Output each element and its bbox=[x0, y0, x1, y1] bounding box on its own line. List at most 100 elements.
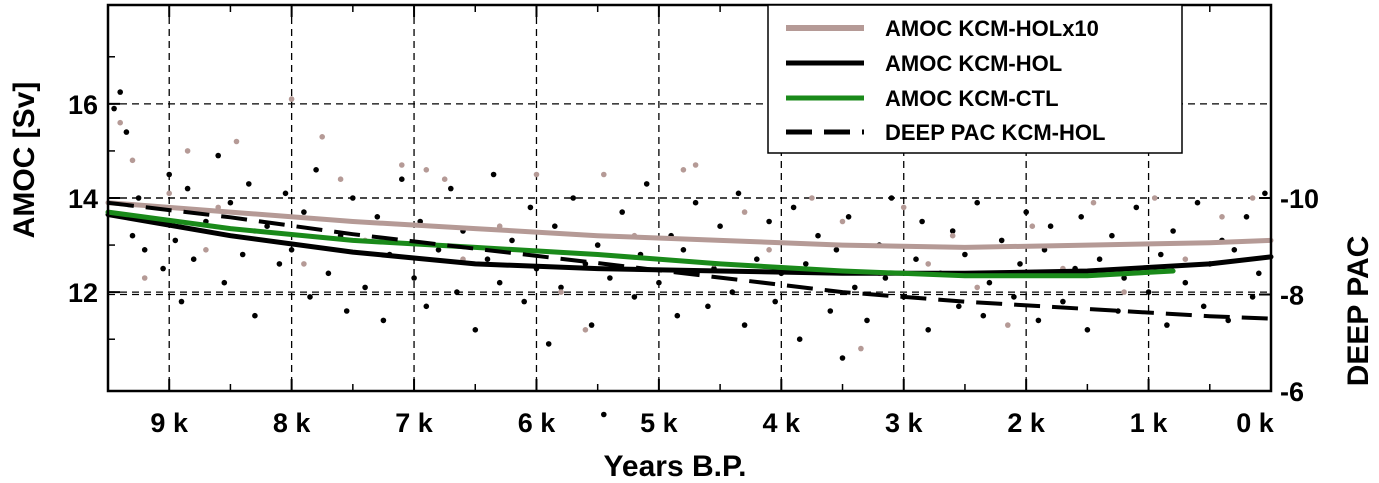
scatter-point bbox=[986, 279, 993, 286]
scatter-point bbox=[656, 279, 662, 286]
scatter-point bbox=[435, 247, 442, 253]
scatter-point bbox=[1262, 190, 1268, 197]
scatter-point bbox=[399, 176, 405, 182]
scatter-point bbox=[117, 89, 123, 95]
tick-labels: 9 k 8 k 7 k 6 k 5 k 4 k 3 k 2 k 1 k 0 k 12 14 16 -6 -8… bbox=[68, 90, 1319, 438]
scatter-point bbox=[1029, 223, 1036, 229]
scatter-point bbox=[233, 138, 240, 145]
scatter-point bbox=[1151, 195, 1158, 201]
scatter-point bbox=[490, 171, 497, 178]
scatter-point bbox=[1145, 289, 1152, 295]
scatter-point bbox=[454, 289, 460, 295]
scatter-point bbox=[925, 327, 931, 333]
scatter-point bbox=[1249, 294, 1256, 300]
x-tick-label: 8 k bbox=[273, 408, 312, 438]
scatter-point bbox=[246, 181, 252, 187]
scatter-point bbox=[790, 204, 797, 211]
scatter-point bbox=[729, 289, 736, 295]
x-tick-label: 7 k bbox=[395, 408, 434, 438]
scatter-point bbox=[882, 275, 889, 281]
scatter-point bbox=[1023, 209, 1029, 215]
scatter-point bbox=[1170, 228, 1176, 234]
scatter-point bbox=[1249, 195, 1256, 201]
scatter-point bbox=[680, 167, 687, 173]
x-tick-label: 9 k bbox=[150, 408, 189, 438]
scatter-point bbox=[705, 303, 711, 310]
scatter-point bbox=[509, 237, 515, 244]
scatter-point bbox=[962, 251, 968, 258]
scatter-point bbox=[301, 261, 307, 267]
scatter-point bbox=[839, 355, 846, 361]
x-tick-label: 6 k bbox=[518, 408, 557, 438]
scatter-point bbox=[337, 176, 344, 182]
x-tick-label: 5 k bbox=[640, 408, 679, 438]
scatter-point bbox=[172, 237, 179, 244]
scatter-point bbox=[307, 294, 313, 300]
scatter-point bbox=[362, 284, 368, 291]
scatter-point bbox=[833, 247, 840, 253]
scatter-point bbox=[864, 317, 870, 324]
scatter-point bbox=[1005, 322, 1011, 328]
legend-label-amoc-kcm-ctl: AMOC KCM-CTL bbox=[885, 86, 1059, 111]
scatter-point bbox=[680, 247, 687, 253]
scatter-point bbox=[741, 209, 748, 215]
scatter-point bbox=[558, 289, 564, 295]
y-axis-left-title: AMOC [Sv] bbox=[8, 82, 41, 239]
scatter-point bbox=[845, 214, 852, 220]
scatter-point bbox=[1084, 327, 1091, 333]
scatter-point bbox=[343, 308, 350, 314]
scatter-point bbox=[313, 167, 319, 173]
series-line-amoc-kcm-ctl bbox=[105, 209, 1176, 279]
series-line-amoc-kcm-hol bbox=[105, 212, 1274, 276]
scatter-point bbox=[411, 275, 417, 281]
scatter-point bbox=[117, 119, 123, 126]
scatter-point bbox=[472, 327, 479, 333]
scatter-point bbox=[227, 199, 234, 206]
scatter-point bbox=[166, 190, 172, 197]
scatter-point bbox=[545, 341, 552, 347]
scatter-point bbox=[900, 204, 907, 211]
scatter-point bbox=[607, 275, 613, 281]
scatter-point bbox=[319, 134, 326, 140]
scatter-point bbox=[619, 209, 625, 215]
scatter-point bbox=[399, 162, 405, 168]
series-line-amoc-kcm-holx10 bbox=[105, 200, 1274, 250]
scatter-point bbox=[423, 167, 430, 173]
scatter-point bbox=[1164, 322, 1170, 328]
scatter-point bbox=[160, 265, 166, 272]
scatter-point bbox=[1109, 232, 1115, 239]
scatter-point bbox=[215, 152, 221, 159]
x-tick-label: 0 k bbox=[1236, 408, 1275, 438]
legend-label-amoc-kcm-hol: AMOC KCM-HOL bbox=[885, 51, 1062, 76]
scatter-point bbox=[141, 247, 148, 253]
scatter-point bbox=[496, 279, 503, 286]
scatter-point bbox=[1182, 256, 1189, 263]
scatter-point bbox=[643, 181, 650, 187]
scatter-point bbox=[558, 284, 564, 291]
scatter-point bbox=[1182, 279, 1189, 286]
scatter-point bbox=[178, 298, 185, 305]
scatter-point bbox=[766, 247, 772, 253]
scatter-point bbox=[552, 223, 558, 229]
x-tick-label: 1 k bbox=[1130, 408, 1169, 438]
scatter-point bbox=[772, 298, 778, 305]
scatter-point bbox=[949, 232, 956, 239]
scatter-point bbox=[858, 345, 864, 352]
scatter-point bbox=[325, 270, 332, 277]
scatter-point bbox=[448, 185, 454, 192]
scatter-point bbox=[949, 228, 956, 234]
scatter-point bbox=[123, 129, 130, 135]
scatter-point bbox=[674, 312, 681, 319]
scatter-point bbox=[190, 256, 197, 263]
scatter-point bbox=[221, 279, 228, 286]
line-layer bbox=[105, 200, 1274, 321]
scatter-point bbox=[717, 223, 723, 229]
scatter-point bbox=[252, 312, 258, 319]
scatter-point bbox=[1219, 214, 1225, 220]
scatter-point bbox=[913, 256, 919, 263]
scatter-point bbox=[264, 223, 270, 229]
scatter-point bbox=[1011, 294, 1017, 300]
scatter-point bbox=[570, 195, 576, 201]
scatter-point bbox=[888, 195, 895, 201]
